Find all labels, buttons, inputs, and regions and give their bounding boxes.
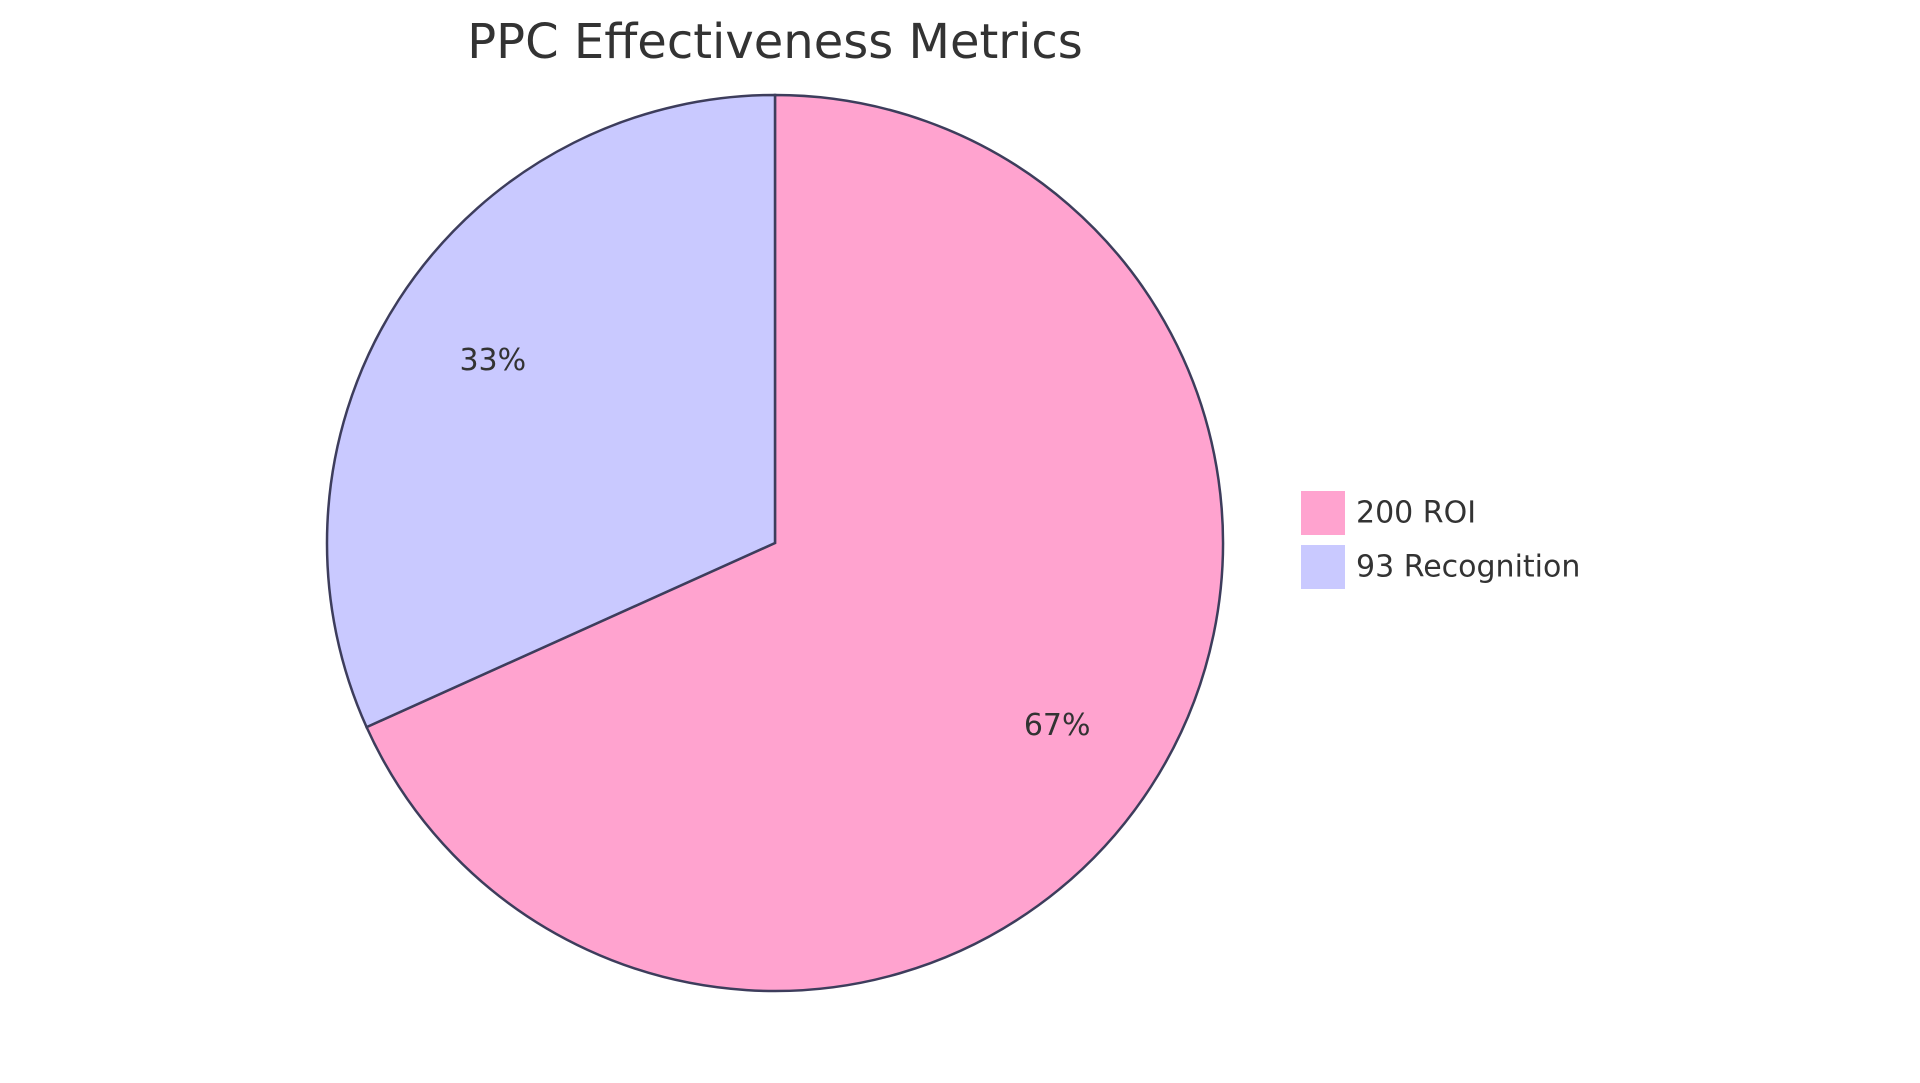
chart-title: PPC Effectiveness Metrics [467, 14, 1083, 70]
pie-slice-percent-label: 33% [459, 343, 526, 378]
legend-swatch [1299, 543, 1347, 591]
pie-slice-roi [364, 93, 1225, 993]
pie-slice-labels: 67% 33% [459, 343, 1090, 743]
legend-swatch [1299, 489, 1347, 537]
pie-slice-recognition [325, 93, 777, 729]
legend-label: 200 ROI [1356, 496, 1476, 531]
pie-slice-percent-label: 67% [1024, 708, 1091, 743]
legend: 200 ROI 93 Recognition [1299, 489, 1580, 591]
legend-label: 93 Recognition [1356, 550, 1580, 585]
pie-slices [325, 93, 1225, 993]
